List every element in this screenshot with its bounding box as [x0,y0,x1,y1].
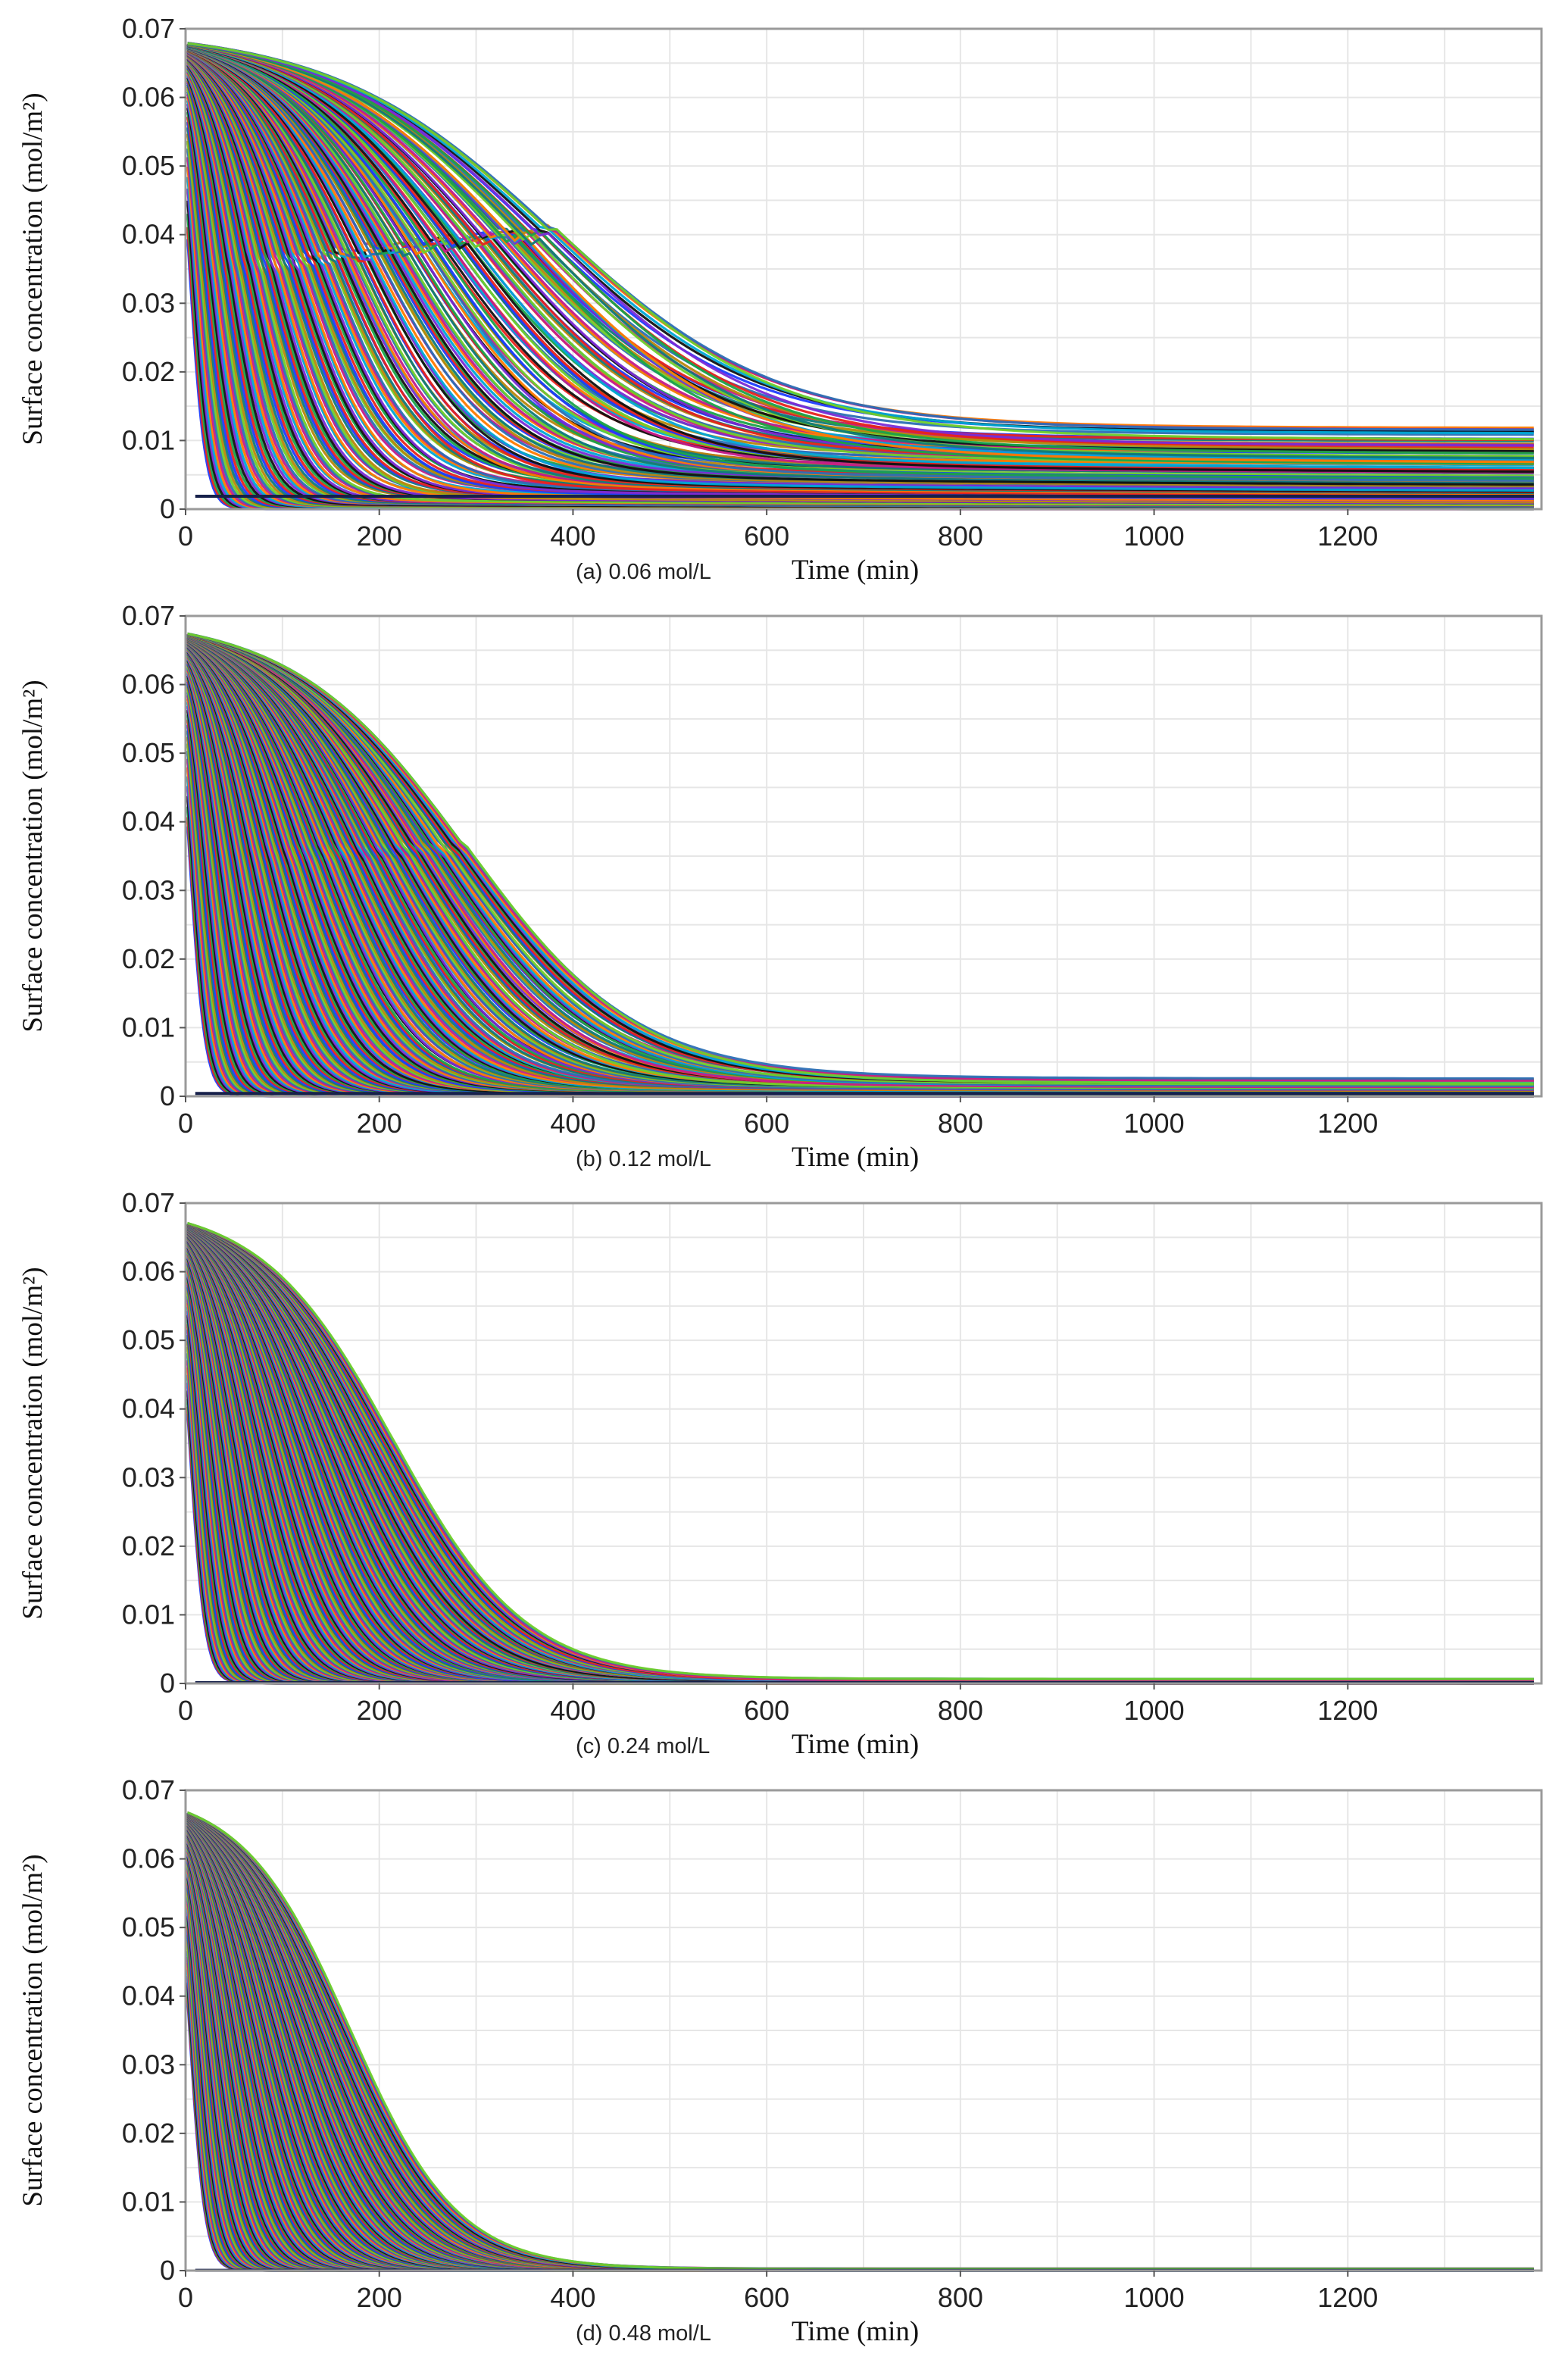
y-tick-label: 0.06 [122,1256,175,1287]
x-tick-label: 1000 [1124,520,1185,552]
chart-a: 0 0.01 0.02 0.03 0.04 0.05 0.06 0.07 0 200 400 600 8… [17,13,1543,586]
y-tick-label: 0.07 [122,13,175,44]
y-tick-label: 0.03 [122,874,175,905]
y-tick-label: 0.01 [122,2186,175,2217]
y-tick-label: 0 [160,2255,175,2286]
x-axis-label: Time (min) [792,555,919,586]
x-tick-label: 1200 [1317,1108,1378,1139]
x-tick-label: 600 [744,1695,789,1726]
y-tick-label: 0.03 [122,287,175,318]
chart-panel-a: 0 0.01 0.02 0.03 0.04 0.05 0.06 0.07 0 200 400 600 8… [0,0,1568,587]
x-tick-label: 400 [550,520,595,552]
y-tick-label: 0.02 [122,1530,175,1561]
x-axis-label: Time (min) [792,1142,919,1173]
plot-frame [184,1789,1543,2272]
x-tick-label: 0 [178,520,193,552]
x-tick-label: 200 [357,1108,402,1139]
chart-panel-b: 0 0.01 0.02 0.03 0.04 0.05 0.06 0.07 0 200 400 600 8… [0,587,1568,1174]
series-group [186,42,1534,511]
y-tick-label: 0.04 [122,806,175,837]
x-tick-label: 600 [744,1108,789,1139]
panel-caption: (c) 0.24 mol/L [576,1734,710,1758]
series-line [187,1221,1534,1680]
y-tick-label: 0.03 [122,1461,175,1493]
y-tick-label: 0.05 [122,737,175,768]
y-axis-label: Surface concentration (mol/m²) [17,92,48,445]
y-tick-label: 0.07 [122,1187,175,1218]
panel-caption: (a) 0.06 mol/L [576,560,711,584]
y-tick-label: 0.06 [122,1843,175,1874]
y-tick-label: 0.01 [122,424,175,455]
y-axis-label: Surface concentration (mol/m²) [17,680,48,1032]
y-tick-label: 0.04 [122,219,175,250]
x-tick-label: 400 [550,1108,595,1139]
x-tick-label: 600 [744,520,789,552]
y-tick-label: 0 [160,493,175,524]
y-tick-label: 0.02 [122,943,175,974]
y-tick-label: 0.02 [122,356,175,387]
y-tick-label: 0.06 [122,669,175,700]
plot-frame [184,27,1543,511]
x-axis-label: Time (min) [792,1729,919,1760]
y-axis-label: Surface concentration (mol/m²) [17,1267,48,1619]
panel-caption: (b) 0.12 mol/L [576,1147,711,1171]
x-tick-label: 800 [938,1695,983,1726]
plot-frame [184,1202,1543,1685]
x-tick-label: 0 [178,1108,193,1139]
plot-frame [184,614,1543,1098]
y-tick-label: 0.01 [122,1011,175,1042]
x-tick-label: 1200 [1317,2282,1378,2313]
chart-panel-c: 0 0.01 0.02 0.03 0.04 0.05 0.06 0.07 0 200 400 600 8… [0,1174,1568,1761]
x-tick-label: 1000 [1124,1695,1185,1726]
x-axis-label: Time (min) [792,2316,919,2347]
y-tick-label: 0.04 [122,1393,175,1424]
x-tick-label: 1200 [1317,520,1378,552]
y-tick-label: 0.07 [122,1774,175,1805]
y-tick-label: 0.06 [122,82,175,113]
x-tick-label: 200 [357,1695,402,1726]
chart-panel-d: 0 0.01 0.02 0.03 0.04 0.05 0.06 0.07 0 200 400 600 8… [0,1761,1568,2349]
x-tick-label: 1000 [1124,1108,1185,1139]
x-tick-label: 200 [357,520,402,552]
x-tick-label: 400 [550,1695,595,1726]
y-tick-label: 0.05 [122,150,175,181]
series-line [187,42,1534,441]
x-tick-label: 800 [938,2282,983,2313]
x-tick-label: 800 [938,1108,983,1139]
x-tick-label: 600 [744,2282,789,2313]
y-tick-label: 0.02 [122,2118,175,2149]
y-tick-label: 0.07 [122,600,175,631]
y-tick-label: 0.04 [122,1980,175,2011]
y-tick-label: 0 [160,1080,175,1111]
y-axis-label: Surface concentration (mol/m²) [17,1854,48,2206]
chart-c: 0 0.01 0.02 0.03 0.04 0.05 0.06 0.07 0 200 400 600 8… [17,1187,1543,1760]
chart-d: 0 0.01 0.02 0.03 0.04 0.05 0.06 0.07 0 200 400 600 8… [17,1774,1543,2347]
y-tick-label: 0.03 [122,2049,175,2080]
y-tick-label: 0 [160,1668,175,1699]
x-tick-label: 1000 [1124,2282,1185,2313]
chart-b: 0 0.01 0.02 0.03 0.04 0.05 0.06 0.07 0 200 400 600 8… [17,600,1543,1173]
series-line [186,60,1534,506]
panel-caption: (d) 0.48 mol/L [576,2321,711,2346]
x-tick-label: 0 [178,1695,193,1726]
y-tick-label: 0.01 [122,1599,175,1630]
series-line [187,632,1534,1085]
x-tick-label: 400 [550,2282,595,2313]
x-tick-label: 0 [178,2282,193,2313]
x-tick-label: 1200 [1317,1695,1378,1726]
x-tick-label: 200 [357,2282,402,2313]
y-tick-label: 0.05 [122,1324,175,1355]
x-tick-label: 800 [938,520,983,552]
y-tick-label: 0.05 [122,1911,175,1943]
